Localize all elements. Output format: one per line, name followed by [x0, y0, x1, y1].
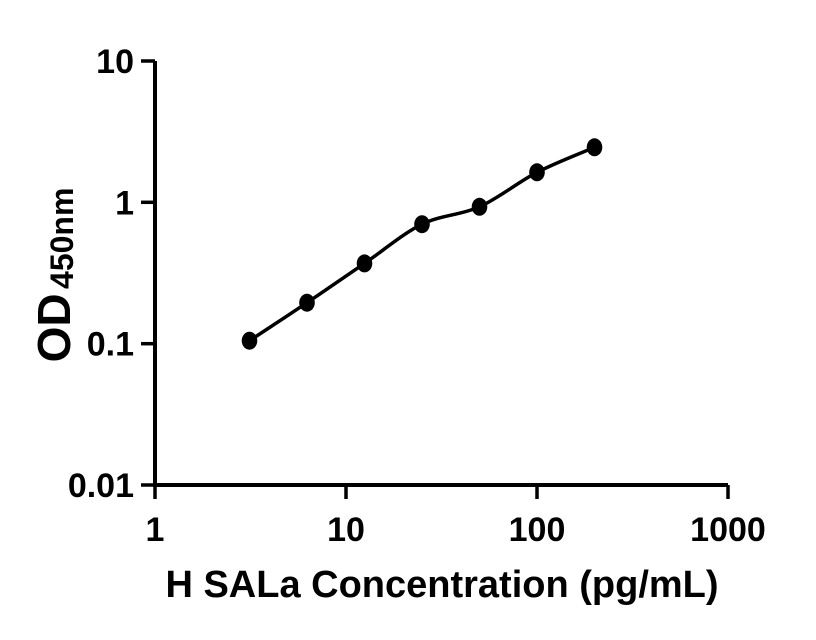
x-tick-label: 10 [327, 511, 365, 549]
x-tick-label: 1000 [690, 511, 766, 549]
x-tick-label: 100 [509, 511, 566, 549]
data-point [529, 163, 545, 182]
y-tick-label: 0.1 [87, 326, 134, 364]
data-point [414, 215, 430, 234]
axis-ticks [141, 59, 730, 499]
x-tick-label: 1 [146, 511, 165, 549]
y-axis-title-subscript: 450nm [44, 188, 80, 289]
data-point [356, 254, 373, 273]
data-point [299, 293, 315, 312]
y-tick-label: 1 [115, 184, 134, 222]
y-tick-label: 10 [96, 43, 134, 81]
axis-tick-labels: 1 10 100 1000 0.01 0.1 1 10 [68, 43, 766, 549]
axes [153, 61, 728, 487]
data-point [471, 197, 488, 216]
y-axis-title-main: OD [28, 293, 80, 362]
axis-lines [153, 61, 728, 487]
x-axis-title: H SALa Concentration (pg/mL) [165, 564, 718, 606]
data-series [241, 138, 603, 350]
data-point [586, 138, 603, 157]
y-axis-title: OD 450nm [28, 188, 80, 363]
y-tick-label: 0.01 [68, 467, 134, 505]
data-point [241, 331, 258, 350]
